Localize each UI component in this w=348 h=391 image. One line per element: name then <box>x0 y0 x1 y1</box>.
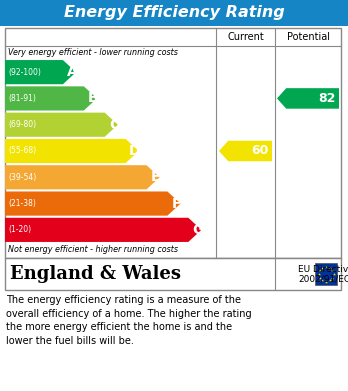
Text: Current: Current <box>227 32 264 42</box>
Text: 82: 82 <box>319 92 336 105</box>
Text: The energy efficiency rating is a measure of the
overall efficiency of a home. T: The energy efficiency rating is a measur… <box>6 295 252 346</box>
Polygon shape <box>219 141 272 161</box>
Polygon shape <box>5 218 201 242</box>
Text: F: F <box>172 197 181 211</box>
Text: EU Directive: EU Directive <box>298 264 348 273</box>
Text: (39-54): (39-54) <box>8 173 36 182</box>
Text: 60: 60 <box>252 145 269 158</box>
Polygon shape <box>277 88 339 109</box>
Bar <box>5 258 341 290</box>
Text: (69-80): (69-80) <box>8 120 36 129</box>
Text: (81-91): (81-91) <box>8 94 36 103</box>
Text: (21-38): (21-38) <box>8 199 36 208</box>
Bar <box>5 28 341 258</box>
Text: 2002/91/EC: 2002/91/EC <box>298 274 348 283</box>
Polygon shape <box>5 192 181 216</box>
Polygon shape <box>5 165 160 189</box>
Text: G: G <box>192 223 203 237</box>
Text: Potential: Potential <box>286 32 330 42</box>
Polygon shape <box>5 60 76 84</box>
Text: C: C <box>109 118 119 132</box>
Text: (92-100): (92-100) <box>8 68 41 77</box>
Text: (1-20): (1-20) <box>8 225 31 234</box>
Text: B: B <box>88 91 98 106</box>
Polygon shape <box>5 86 97 111</box>
Text: D: D <box>129 144 141 158</box>
Polygon shape <box>5 113 118 137</box>
Polygon shape <box>5 139 139 163</box>
Text: Very energy efficient - lower running costs: Very energy efficient - lower running co… <box>8 48 178 57</box>
Text: Not energy efficient - higher running costs: Not energy efficient - higher running co… <box>8 245 178 254</box>
Text: (55-68): (55-68) <box>8 147 36 156</box>
Bar <box>315 263 337 285</box>
Text: Energy Efficiency Rating: Energy Efficiency Rating <box>64 5 284 20</box>
Text: A: A <box>67 65 78 79</box>
Text: E: E <box>151 170 160 184</box>
Text: England & Wales: England & Wales <box>10 265 181 283</box>
Bar <box>0 0 348 26</box>
